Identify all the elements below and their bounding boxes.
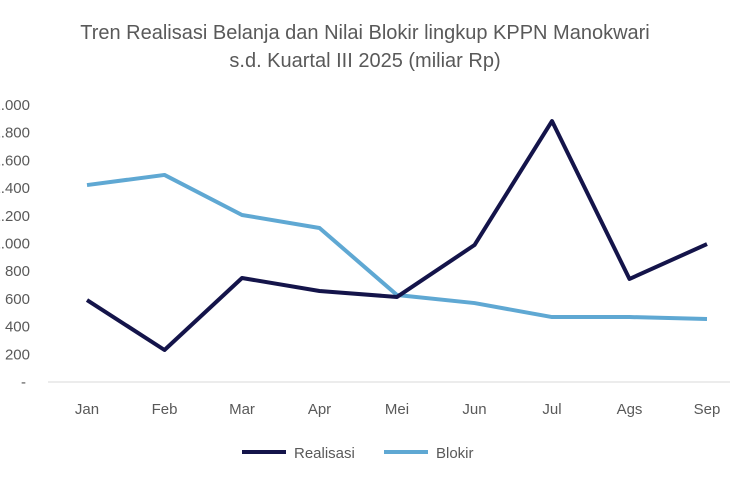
x-tick-label: Ags (617, 401, 643, 418)
y-tick-label: 600 (5, 291, 30, 308)
y-tick-label: 200 (5, 346, 30, 363)
y-tick-label: 1.800 (0, 125, 30, 142)
x-tick-label: Feb (152, 401, 178, 418)
y-tick-label: 800 (5, 263, 30, 280)
chart-subtitle: s.d. Kuartal III 2025 (miliar Rp) (229, 50, 501, 72)
y-tick-label: 400 (5, 319, 30, 336)
y-tick-label: 1.600 (0, 152, 30, 169)
x-tick-label: Jan (75, 401, 99, 418)
series-line-realisasi (85, 119, 708, 353)
x-tick-label: Jun (462, 401, 486, 418)
legend-label-realisasi: Realisasi (294, 445, 355, 462)
x-tick-label: Apr (308, 401, 331, 418)
y-tick-label: 1.400 (0, 180, 30, 197)
x-tick-label: Sep (694, 401, 721, 418)
y-tick-label: 2.000 (0, 97, 30, 114)
y-tick-label: 1.000 (0, 236, 30, 253)
x-tick-label: Mei (385, 401, 409, 418)
y-tick-label: 1.200 (0, 208, 30, 225)
y-tick-label: - (21, 374, 26, 391)
x-tick-label: Mar (229, 401, 255, 418)
x-tick-label: Jul (542, 401, 561, 418)
legend-label-blokir: Blokir (436, 445, 474, 462)
chart-title: Tren Realisasi Belanja dan Nilai Blokir … (80, 22, 650, 44)
